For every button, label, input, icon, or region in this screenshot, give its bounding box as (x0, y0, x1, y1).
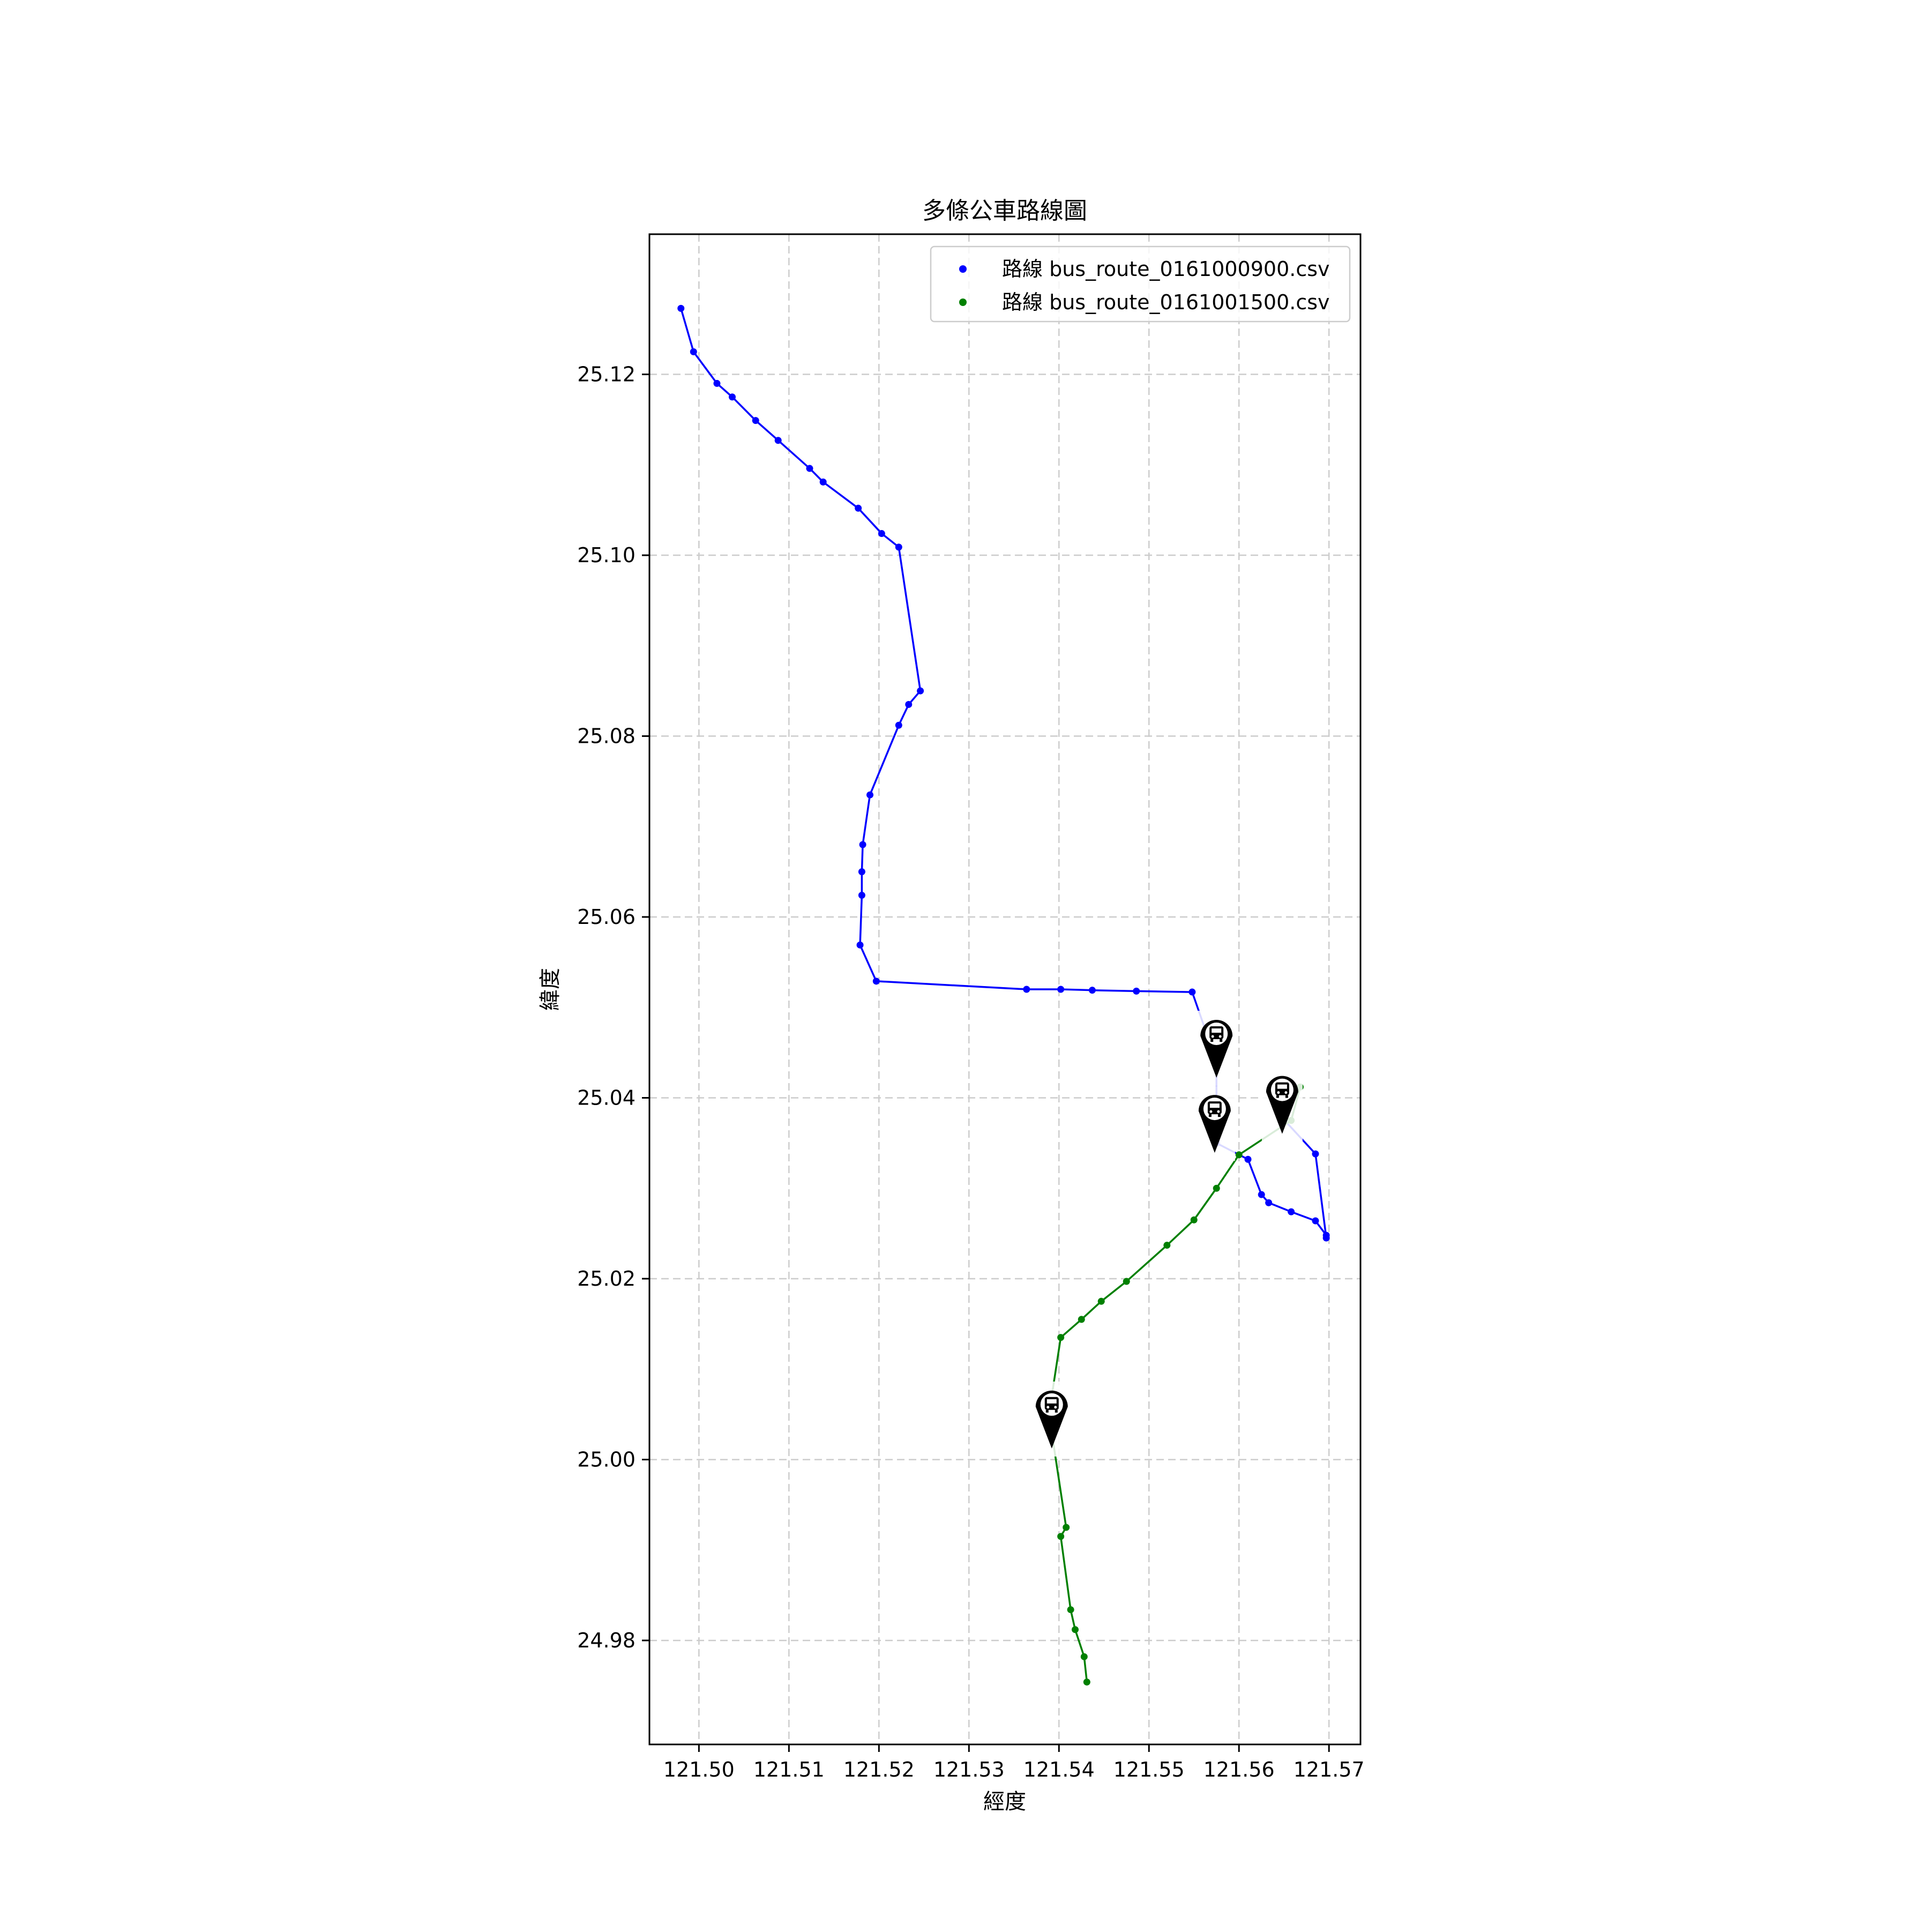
data-point (872, 978, 880, 985)
data-point (1078, 1316, 1085, 1323)
data-point (1067, 1606, 1074, 1614)
plot-frame (648, 233, 1362, 1745)
data-point (774, 437, 782, 444)
plot-area (677, 304, 1330, 1686)
data-point (1190, 1216, 1198, 1224)
data-point (858, 868, 865, 876)
legend: 路線 bus_route_0161000900.csv 路線 bus_route_… (930, 245, 1351, 323)
x-tick-label: 121.55 (1113, 1758, 1185, 1781)
x-tick-label: 121.53 (933, 1758, 1005, 1781)
data-point (677, 304, 685, 312)
series-points (677, 304, 1330, 1686)
series-line-2 (1051, 1086, 1302, 1682)
data-point (1097, 1297, 1105, 1305)
data-point (729, 393, 736, 401)
y-axis-label: 緯度 (538, 968, 563, 1011)
data-point (713, 379, 721, 387)
data-point (1288, 1208, 1295, 1215)
data-point (1072, 1626, 1079, 1633)
bus-stop-pin-icon (1196, 1011, 1237, 1086)
data-point (1083, 1679, 1090, 1686)
data-point (917, 687, 924, 695)
data-point (1265, 1199, 1273, 1206)
data-point (866, 791, 874, 799)
gridlines (649, 234, 1360, 1744)
x-tick-label: 121.52 (843, 1758, 915, 1781)
y-tick-label: 25.12 (577, 363, 635, 386)
bus-stop-pin-icon (1031, 1381, 1072, 1457)
x-tick-label: 121.57 (1294, 1758, 1365, 1781)
data-point (1057, 986, 1065, 993)
x-tick-label: 121.54 (1023, 1758, 1095, 1781)
legend-box (930, 245, 1351, 323)
legend-marker (959, 299, 967, 306)
data-point (1258, 1191, 1265, 1198)
data-point (690, 348, 697, 355)
legend-label: 路線 bus_route_0161000900.csv (1002, 257, 1330, 281)
data-point (1312, 1217, 1319, 1225)
y-tick-label: 25.00 (577, 1448, 635, 1471)
bus-stop-pin-icon (1194, 1086, 1235, 1161)
legend-marker (959, 265, 967, 273)
data-point (858, 892, 865, 899)
data-point (859, 841, 866, 848)
data-point (819, 478, 827, 486)
series-lines (680, 308, 1327, 1682)
data-point (856, 941, 864, 949)
x-tick-label: 121.56 (1203, 1758, 1275, 1781)
data-point (855, 504, 862, 512)
data-point (1057, 1334, 1065, 1341)
x-axis: 121.50 121.51 121.52 121.53 121.54 121.55 121.… (663, 1744, 1365, 1781)
data-point (1235, 1151, 1243, 1159)
data-point (752, 417, 759, 424)
data-point (806, 465, 813, 472)
data-point (895, 543, 902, 551)
x-tick-label: 121.50 (663, 1758, 735, 1781)
data-point (1080, 1653, 1088, 1660)
data-point (1244, 1155, 1252, 1163)
y-tick-label: 25.08 (577, 725, 635, 748)
y-tick-label: 24.98 (577, 1629, 635, 1652)
y-axis: 24.98 25.00 25.02 25.04 25.06 25.08 25.10 25.12 (577, 363, 649, 1652)
data-point (1312, 1150, 1319, 1158)
y-tick-label: 25.04 (577, 1086, 635, 1109)
data-point (1057, 1533, 1065, 1540)
data-point (905, 700, 913, 708)
y-tick-label: 25.06 (577, 905, 635, 929)
bus-stop-pin-icon (1261, 1066, 1303, 1142)
data-point (1322, 1234, 1330, 1242)
data-point (1188, 988, 1196, 996)
y-tick-label: 25.02 (577, 1267, 635, 1291)
data-point (1088, 987, 1096, 994)
data-point (1063, 1524, 1070, 1531)
data-point (878, 530, 885, 538)
x-tick-label: 121.51 (753, 1758, 825, 1781)
legend-label: 路線 bus_route_0161001500.csv (1002, 290, 1330, 314)
data-point (1123, 1278, 1130, 1285)
bus-markers (1031, 1011, 1303, 1457)
data-point (1023, 986, 1030, 993)
x-axis-label: 經度 (983, 1789, 1026, 1814)
data-point (895, 721, 902, 729)
data-point (1213, 1184, 1220, 1192)
y-tick-label: 25.10 (577, 543, 635, 567)
data-point (1133, 987, 1140, 995)
chart-title: 多條公車路線圖 (922, 197, 1087, 225)
data-point (1163, 1242, 1171, 1249)
